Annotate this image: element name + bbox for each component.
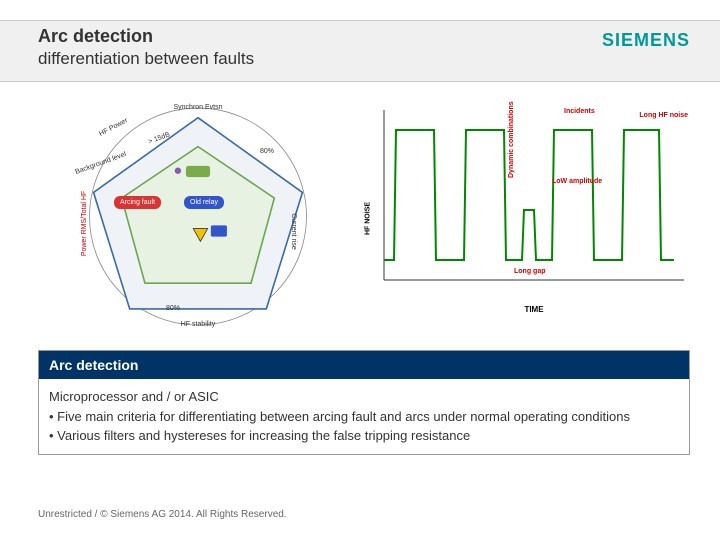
hf-noise-chart: HF NOISE TIME Incidents Long HF noise Lo…	[374, 100, 694, 330]
noise-trace	[384, 130, 674, 260]
label-synchron: Synchron Evtsn	[173, 104, 222, 111]
dot-1	[175, 168, 181, 174]
section-line1: Microprocessor and / or ASIC	[49, 387, 679, 407]
y-axis-label: HF NOISE	[365, 202, 372, 235]
arcing-fault-badge: Arcing fault	[114, 196, 161, 209]
section-body: Microprocessor and / or ASIC • Five main…	[39, 379, 689, 454]
power-chip	[186, 166, 210, 177]
section-bullet2: • Various filters and hystereses for inc…	[49, 426, 679, 446]
subtitle: differentiation between faults	[38, 49, 254, 69]
label-hfstab: HF stability	[181, 321, 216, 328]
ann-longgap: Long gap	[514, 268, 546, 275]
breaker-chip	[211, 225, 227, 236]
ann-lowamp: LoW amplitude	[552, 178, 602, 185]
ann-incidents: Incidents	[564, 108, 595, 115]
label-current: Current rise	[290, 213, 297, 250]
title-area: Arc detection differentiation between fa…	[38, 26, 254, 69]
content-row: Synchron Evtsn HF Power > 15dB Backgroun…	[38, 100, 690, 330]
pentagon-diagram: Synchron Evtsn HF Power > 15dB Backgroun…	[38, 100, 358, 330]
section-bullet1: • Five main criteria for differentiating…	[49, 407, 679, 427]
label-80b: 80%	[166, 305, 180, 312]
label-80r: 80%	[260, 148, 274, 155]
ann-longnoise: Long HF noise	[639, 112, 688, 119]
section-header: Arc detection	[39, 351, 689, 379]
label-powerrms: Power RMS/Total HF	[81, 191, 88, 256]
x-axis-label: TIME	[524, 305, 543, 314]
arc-detection-section: Arc detection Microprocessor and / or AS…	[38, 350, 690, 455]
main-title: Arc detection	[38, 26, 254, 47]
old-relay-badge: Old relay	[184, 196, 224, 209]
ann-dyn: Dynamic combinations	[508, 101, 515, 178]
footer-copyright: Unrestricted / © Siemens AG 2014. All Ri…	[38, 509, 287, 520]
siemens-logo: SIEMENS	[602, 30, 690, 51]
